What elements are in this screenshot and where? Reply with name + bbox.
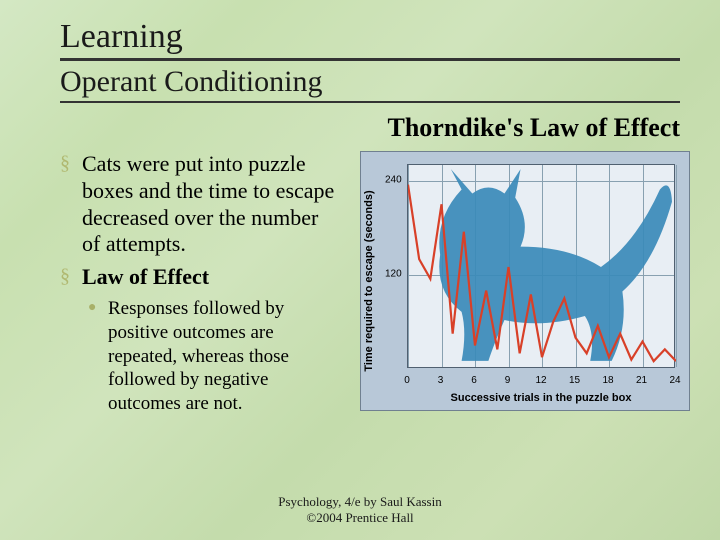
divider-1 <box>60 58 680 61</box>
heading-thorndike: Thorndike's Law of Effect <box>60 113 690 143</box>
chart-xtick: 0 <box>404 375 410 386</box>
chart-xtick: 21 <box>636 375 647 386</box>
chart-ylabel: Time required to escape (seconds) <box>363 190 375 371</box>
bullet-icon: § <box>60 264 82 291</box>
footer-citation: Psychology, 4/e by Saul Kassin ©2004 Pre… <box>0 494 720 527</box>
bullet-2-text: Law of Effect <box>82 264 209 291</box>
title-operant: Operant Conditioning <box>60 65 690 99</box>
divider-2 <box>60 101 680 103</box>
footer-line1: Psychology, 4/e by Saul Kassin <box>278 494 441 509</box>
sub-bullet-text: Responses followed by positive outcomes … <box>108 297 342 416</box>
chart-xtick: 24 <box>669 375 680 386</box>
chart-data-line <box>408 165 676 369</box>
bullet-1-text: Cats were put into puzzle boxes and the … <box>82 151 342 258</box>
text-column: § Cats were put into puzzle boxes and th… <box>60 151 360 416</box>
chart-xtick: 6 <box>471 375 477 386</box>
thorndike-chart: Time required to escape (seconds) Succes… <box>360 151 690 411</box>
chart-xtick: 3 <box>438 375 444 386</box>
chart-xtick: 9 <box>505 375 511 386</box>
chart-ytick: 120 <box>385 268 402 279</box>
footer-line2: ©2004 Prentice Hall <box>306 510 413 525</box>
chart-xlabel: Successive trials in the puzzle box <box>407 392 675 404</box>
chart-ytick: 240 <box>385 174 402 185</box>
sub-bullet-icon: ● <box>88 297 108 416</box>
chart-xtick: 18 <box>602 375 613 386</box>
chart-xtick: 15 <box>569 375 580 386</box>
bullet-icon: § <box>60 151 82 258</box>
title-learning: Learning <box>60 18 690 56</box>
chart-xtick: 12 <box>535 375 546 386</box>
